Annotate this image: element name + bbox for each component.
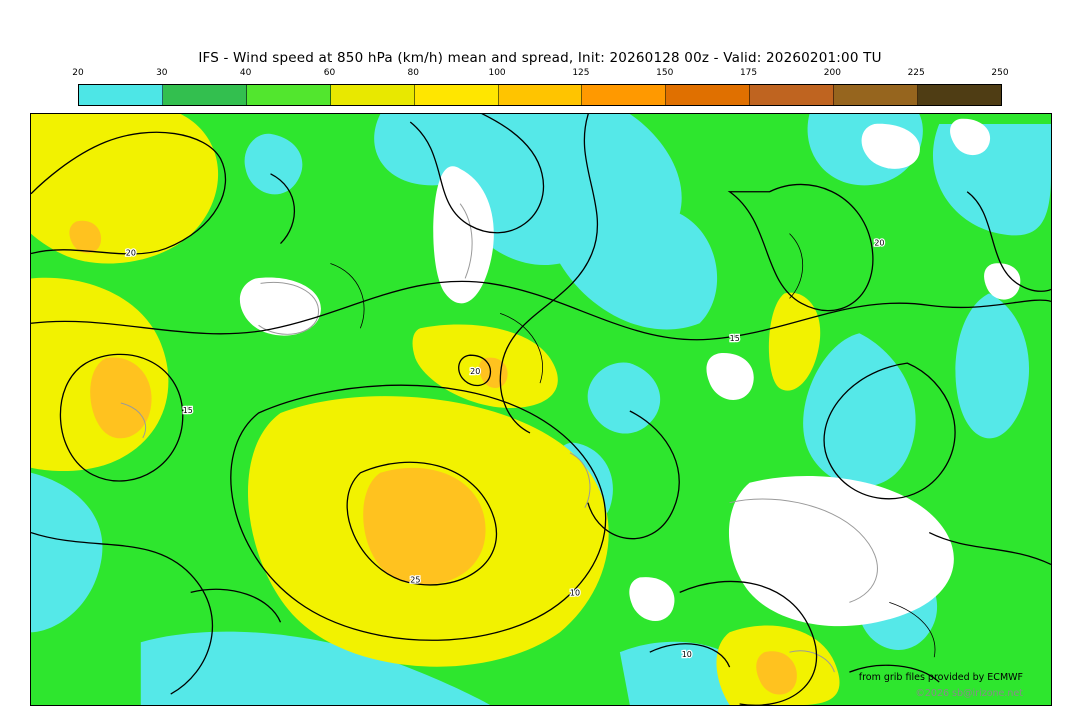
contour-lines — [31, 114, 1051, 705]
coastline-lines — [120, 203, 878, 673]
colorbar-segment — [414, 85, 499, 105]
map-svg: 20 20 15 10 20 10 15 25 — [31, 114, 1051, 705]
contour-label: 10 — [682, 650, 692, 659]
colorbar-tick-label: 100 — [488, 68, 506, 78]
page-title: IFS - Wind speed at 850 hPa (km/h) mean … — [198, 50, 882, 66]
colorbar-segment — [162, 85, 247, 105]
contour-label: 15 — [730, 334, 740, 343]
attribution-copyright: ©2026 sb@irizone.net — [915, 688, 1023, 699]
contour-label: 20 — [126, 249, 136, 258]
colorbar-segment — [918, 85, 1001, 105]
colorbar-segment — [330, 85, 415, 105]
colorbar-tick-label: 40 — [239, 68, 252, 78]
colorbar-tick-label: 200 — [823, 68, 841, 78]
contour-label: 15 — [183, 406, 193, 415]
white-regions — [239, 118, 1021, 627]
attribution-ecmwf: from grib files provided by ECMWF — [858, 672, 1023, 683]
map-area: 20 20 15 10 20 10 15 25 from grib files provide… — [30, 113, 1052, 706]
colorbar-tick-label: 175 — [739, 68, 758, 78]
colorbar-tick-label: 250 — [991, 68, 1009, 78]
colorbar-tick-label: 20 — [72, 68, 84, 78]
colorbar-segment — [582, 85, 667, 105]
contour-label: 10 — [570, 588, 580, 597]
colorbar — [78, 84, 1002, 106]
colorbar-segment — [666, 85, 751, 105]
colorbar-segment — [498, 85, 583, 105]
colorbar-segment — [79, 85, 163, 105]
orange-regions — [69, 220, 797, 695]
contour-label: 25 — [410, 575, 420, 584]
contour-label-group: 20 20 15 10 20 10 15 25 — [125, 237, 886, 660]
contour-label: 20 — [874, 239, 884, 248]
colorbar-tick-row: 20 30 40 60 80 100 125 150 175 200 225 250 — [72, 68, 1008, 80]
colorbar-tick-label: 125 — [572, 68, 590, 78]
colorbar-tick-label: 60 — [323, 68, 336, 78]
colorbar-tick-label: 30 — [156, 68, 168, 78]
colorbar-tick-label: 150 — [656, 68, 674, 78]
colorbar-segment — [246, 85, 331, 105]
colorbar-tick-label: 80 — [407, 68, 419, 78]
colorbar-segment — [834, 85, 919, 105]
colorbar-tick-label: 225 — [907, 68, 925, 78]
colorbar-segment — [750, 85, 835, 105]
contour-label: 20 — [470, 367, 480, 376]
